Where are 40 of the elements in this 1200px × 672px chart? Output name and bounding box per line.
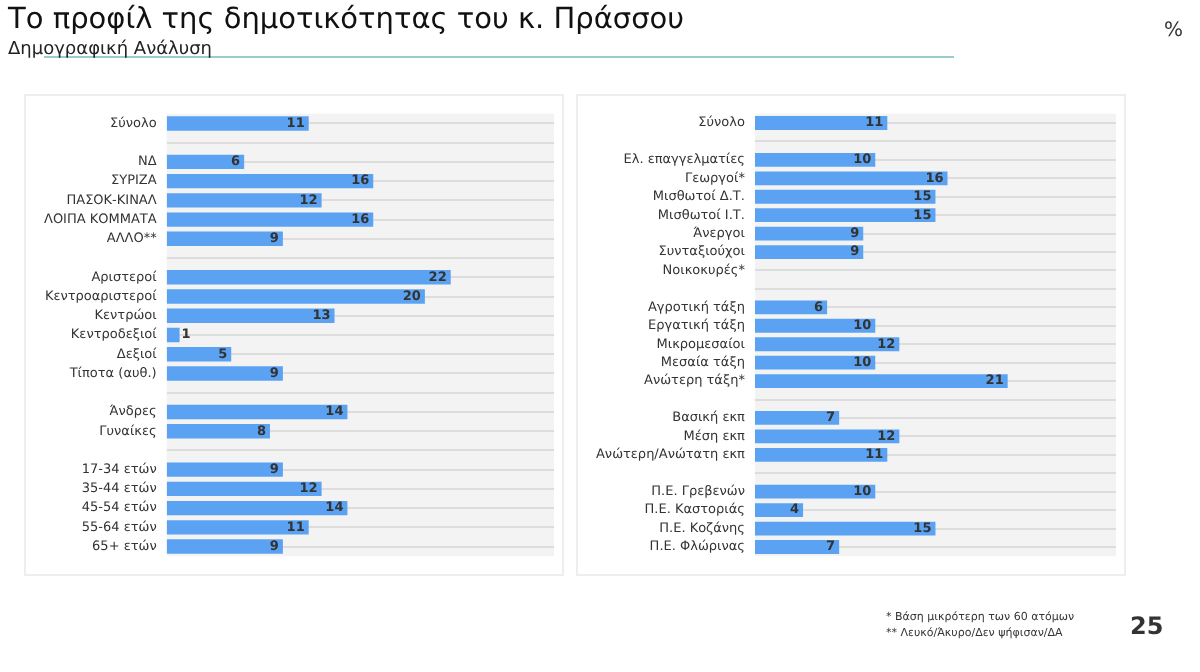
bar <box>754 300 828 315</box>
bar <box>166 231 283 247</box>
bar <box>166 500 348 516</box>
bar <box>754 540 840 554</box>
bar <box>166 212 374 227</box>
bar <box>166 270 451 285</box>
bar <box>754 374 1008 388</box>
bar <box>166 116 309 131</box>
bar <box>754 189 936 204</box>
bar <box>166 539 283 554</box>
bar <box>166 462 283 477</box>
bar <box>166 193 322 208</box>
bar <box>754 411 840 425</box>
bar <box>754 503 804 518</box>
bar <box>166 404 348 420</box>
bar <box>754 429 900 444</box>
bar <box>166 366 283 381</box>
chart-title: Το προφίλ της δημοτικότητας του κ. Πράσσου <box>8 4 685 36</box>
bar <box>166 308 335 323</box>
bar <box>754 447 888 462</box>
bar <box>754 116 888 130</box>
bar <box>166 423 270 439</box>
bar <box>166 520 309 535</box>
bar <box>754 355 876 370</box>
bar <box>166 173 374 189</box>
bar <box>754 152 876 167</box>
bar <box>166 481 322 497</box>
bar <box>754 318 876 333</box>
bar <box>754 337 900 352</box>
bar <box>754 171 948 186</box>
text: 25 <box>1130 612 1164 640</box>
bar <box>166 289 425 304</box>
bar <box>754 208 936 223</box>
bar <box>166 327 180 343</box>
bar <box>754 484 876 499</box>
bar <box>166 154 245 170</box>
bar <box>754 245 864 259</box>
chart-subtitle: Δημογραφική Ανάλυση <box>8 40 212 60</box>
bar <box>754 226 864 241</box>
text: % <box>1164 20 1184 42</box>
